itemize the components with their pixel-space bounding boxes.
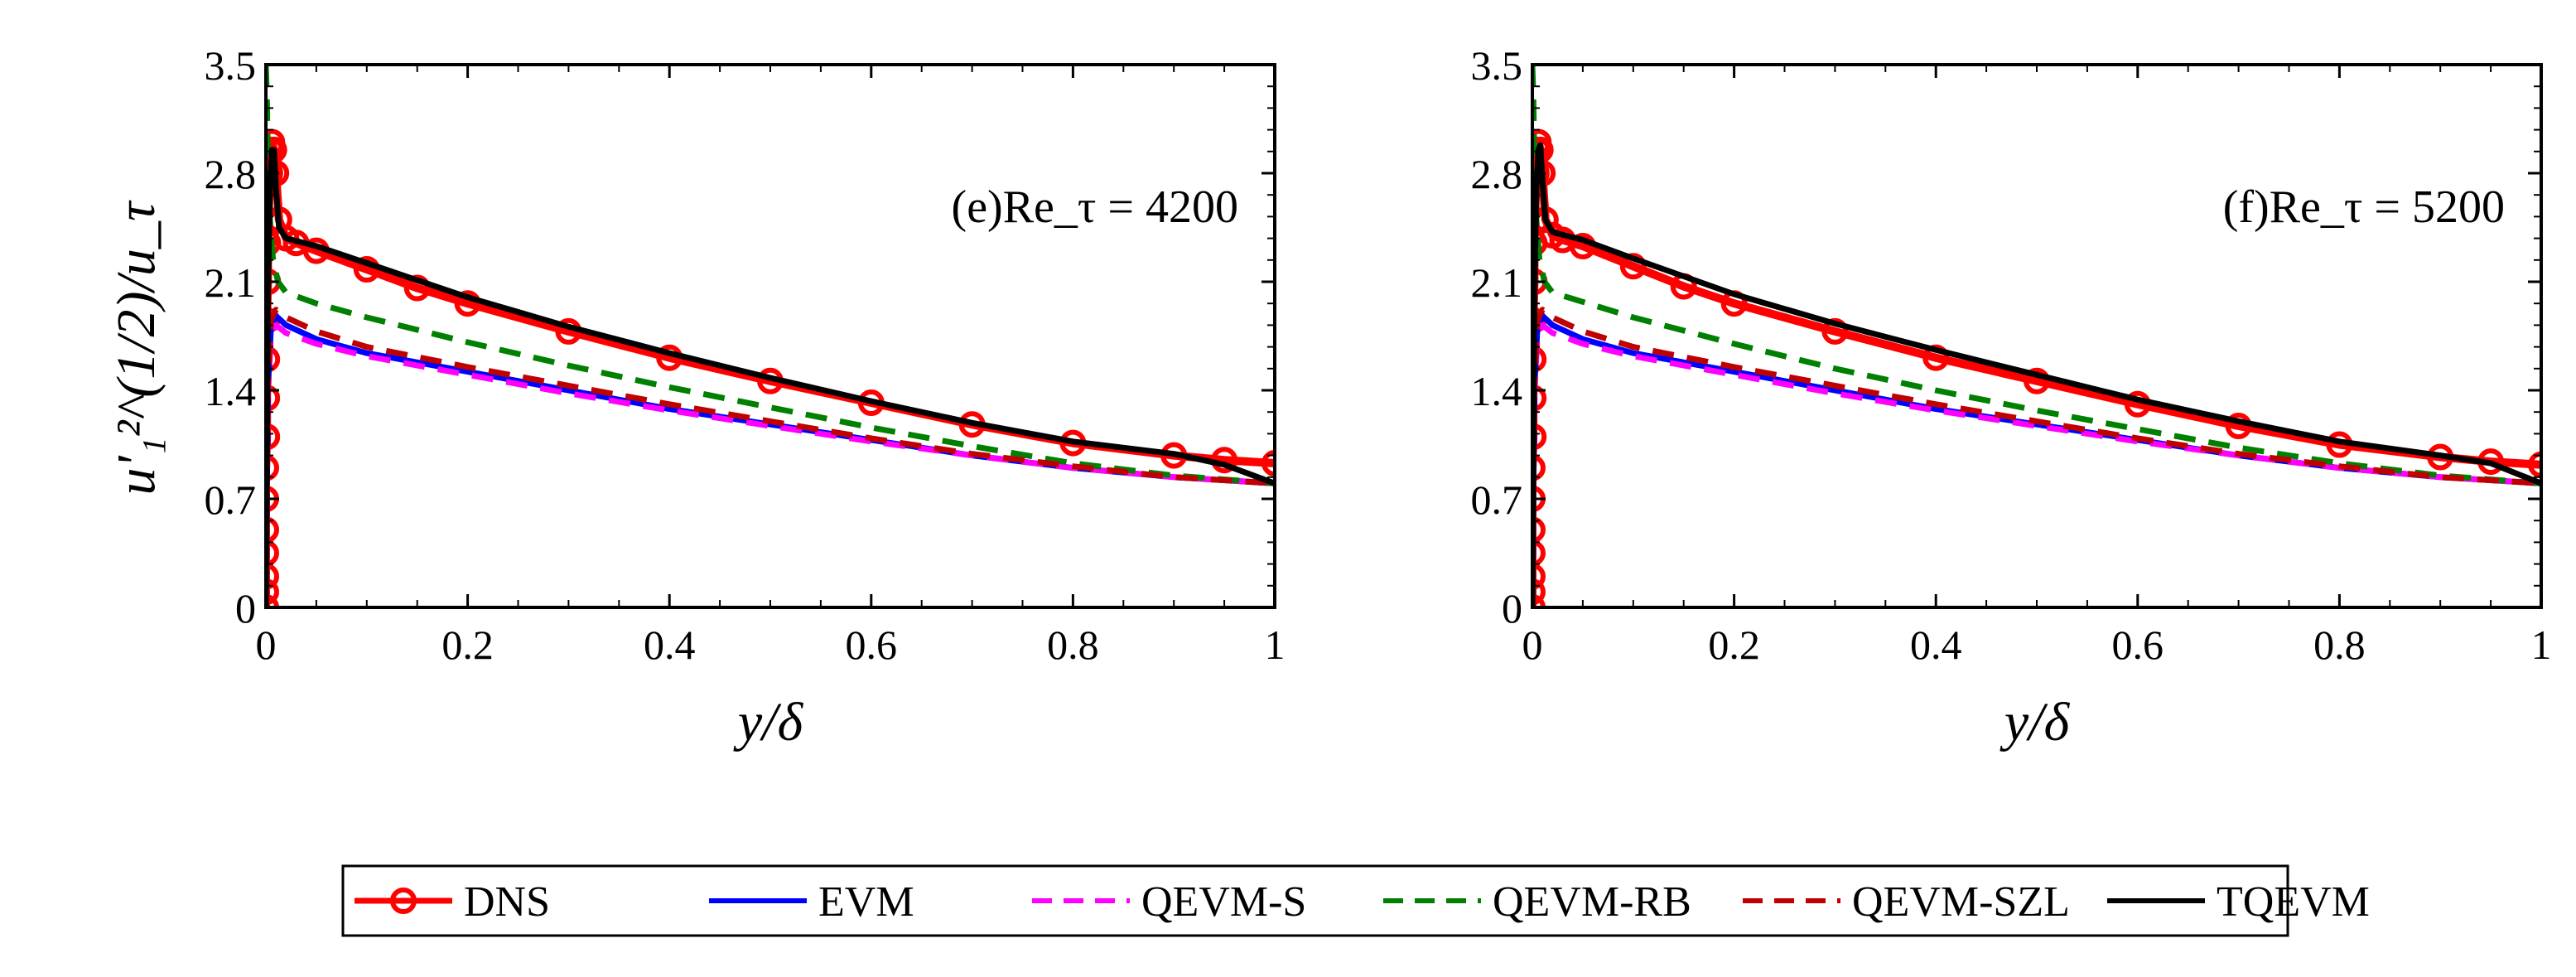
plot-area xyxy=(1532,65,2541,607)
series-line-qevm-szl xyxy=(266,307,1275,607)
series-line-tqevm xyxy=(266,147,1275,607)
legend-label-evm: EVM xyxy=(818,878,914,926)
legend-marker-dns xyxy=(390,888,417,914)
x-tick-label: 1 xyxy=(1265,622,1286,668)
x-axis-label: y/δ xyxy=(2000,692,2071,752)
x-axis-label: y/δ xyxy=(733,692,804,752)
y-tick-label: 0 xyxy=(1502,585,1522,631)
x-tick-label: 0.2 xyxy=(441,622,494,668)
y-tick-label: 2.8 xyxy=(1471,151,1523,197)
x-tick-label: 0.6 xyxy=(846,622,898,668)
y-tick-label: 1.4 xyxy=(1471,368,1523,414)
x-tick-label: 0.2 xyxy=(1708,622,1760,668)
series-line-qevm-szl xyxy=(1532,307,2541,607)
plot-area xyxy=(266,65,1275,607)
legend-label-qevm-szl: QEVM-SZL xyxy=(1852,878,2070,926)
x-tick-label: 0.4 xyxy=(1910,622,1962,668)
dns-point xyxy=(2024,367,2050,394)
legend-label-dns: DNS xyxy=(464,878,550,926)
y-tick-label: 2.1 xyxy=(1471,259,1523,306)
x-tick-label: 0 xyxy=(256,622,277,668)
series-line-tqevm xyxy=(1532,142,2541,607)
dns-point xyxy=(266,563,279,590)
dns-point xyxy=(266,539,279,567)
dns-point xyxy=(1532,539,1546,567)
dns-point xyxy=(2528,451,2541,478)
y-tick-label: 2.1 xyxy=(205,259,257,306)
dns-point xyxy=(266,578,279,606)
legend-box xyxy=(341,864,2289,937)
y-tick-label: 1.4 xyxy=(205,368,257,414)
dns-point xyxy=(266,516,279,544)
x-tick-label: 0.8 xyxy=(1047,622,1099,668)
dns-point xyxy=(1532,578,1546,606)
y-tick-label: 3.5 xyxy=(1471,42,1523,89)
dns-point xyxy=(1532,516,1546,544)
panel-annotation: (e)Re_τ = 4200 xyxy=(952,181,1238,233)
dns-point xyxy=(1532,454,1546,481)
dns-point xyxy=(1532,563,1546,590)
series-group xyxy=(266,65,1275,607)
legend-label-qevm-s: QEVM-S xyxy=(1141,878,1306,926)
x-tick-label: 0 xyxy=(1522,622,1543,668)
x-tick-label: 1 xyxy=(2531,622,2552,668)
y-tick-label: 3.5 xyxy=(205,42,257,89)
y-axis-label: u'₁²^(1/2)/u_τ xyxy=(106,200,166,495)
legend-label-qevm-rb: QEVM-RB xyxy=(1493,878,1691,926)
panel-f: 0 0.2 0.4 0.6 0.8 1 0 0.7 1.4 2.1 2.8 3.5 y/δ (f)Re_τ… xyxy=(1471,42,2552,752)
y-tick-label: 0.7 xyxy=(1471,476,1523,523)
x-tick-label: 0.4 xyxy=(644,622,696,668)
dns-point xyxy=(1261,450,1275,476)
dns-point xyxy=(454,290,481,317)
legend: DNS EVM QEVM-S QEVM-RB QEVM-SZL TQEVM xyxy=(341,864,2370,937)
panel-annotation: (f)Re_τ = 5200 xyxy=(2223,181,2505,233)
y-tick-label: 0 xyxy=(235,585,256,631)
y-tick-label: 0.7 xyxy=(205,476,257,523)
y-tick-label: 2.8 xyxy=(205,151,257,197)
x-tick-label: 0.8 xyxy=(2313,622,2366,668)
dns-point xyxy=(266,454,279,481)
panel-e: 0 0.2 0.4 0.6 0.8 1 0 0.7 1.4 2.1 2.8 3.5 y/δ u'₁²^(1… xyxy=(106,42,1286,752)
legend-label-tqevm: TQEVM xyxy=(2217,878,2370,926)
x-tick-label: 0.6 xyxy=(2112,622,2164,668)
